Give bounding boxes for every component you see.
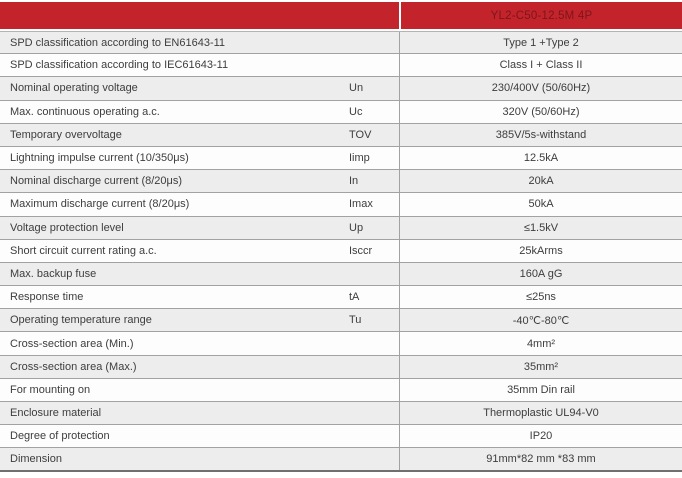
spec-value: ≤1.5kV	[399, 216, 682, 239]
spec-row: Max. continuous operating a.c. Uc 320V (…	[0, 100, 682, 124]
spec-symbol: In	[349, 175, 359, 188]
spec-row: Dimension 91mm*82 mm *83 mm	[0, 448, 682, 472]
spec-value: Class I + Class II	[399, 54, 682, 77]
spec-value: 230/400V (50/60Hz)	[399, 77, 682, 100]
spec-value: 160A gG	[399, 262, 682, 286]
spec-value: -40℃-80℃	[399, 309, 682, 332]
spec-symbol	[349, 379, 399, 401]
spec-label: Maximum discharge current (8/20μs)	[10, 198, 190, 211]
spec-value: 25kArms	[399, 239, 682, 262]
spec-row: Lightning impulse current (10/350μs) Iim…	[0, 146, 682, 171]
spec-symbol: Imax	[349, 198, 373, 211]
spec-symbol	[349, 356, 399, 378]
spec-row: Degree of protection IP20	[0, 425, 682, 449]
spec-label: SPD classification according to EN61643-…	[10, 36, 226, 49]
spec-label: Voltage protection level	[10, 221, 124, 234]
spec-label: Nominal operating voltage	[10, 82, 138, 95]
spec-label: Degree of protection	[10, 430, 110, 443]
spec-row: Enclosure material Thermoplastic UL94-V0	[0, 402, 682, 426]
spec-row: Nominal operating voltage Un 230/400V (5…	[0, 77, 682, 101]
spec-symbol: Up	[349, 221, 364, 234]
spec-symbol	[349, 402, 399, 424]
spec-row: Operating temperature range Tu -40℃-80℃	[0, 309, 682, 333]
spec-label: Cross-section area (Max.)	[10, 360, 137, 373]
spec-label: Cross-section area (Min.)	[10, 337, 134, 350]
product-model: YL2-C50-12.5M 4P	[399, 2, 682, 29]
spec-symbol: Tu	[349, 314, 362, 327]
spec-row: Maximum discharge current (8/20μs) Imax …	[0, 193, 682, 217]
spec-symbol: Iimp	[349, 152, 370, 165]
spec-row: Short circuit current rating a.c. Isccr …	[0, 239, 682, 263]
spec-symbol	[349, 54, 399, 76]
spec-symbol	[349, 448, 399, 469]
spec-symbol	[349, 32, 399, 53]
spec-value: 50kA	[399, 193, 682, 216]
spec-row: Nominal discharge current (8/20μs) In 20…	[0, 170, 682, 194]
spec-value: Type 1 +Type 2	[399, 32, 682, 54]
spec-value: Thermoplastic UL94-V0	[399, 402, 682, 425]
table-header-row: YL2-C50-12.5M 4P	[0, 2, 682, 29]
spec-label: Response time	[10, 291, 84, 304]
spec-symbol	[349, 263, 399, 285]
spec-value: 385V/5s-withstand	[399, 123, 682, 146]
spec-value: 20kA	[399, 170, 682, 193]
spec-label: Operating temperature range	[10, 314, 152, 327]
spec-row: Cross-section area (Max.) 35mm²	[0, 355, 682, 379]
spec-symbol: Un	[349, 82, 364, 95]
spec-symbol	[349, 425, 399, 447]
spec-row: SPD classification according to IEC61643…	[0, 54, 682, 78]
spec-table-body: SPD classification according to EN61643-…	[0, 31, 682, 472]
spec-label: Short circuit current rating a.c.	[10, 244, 157, 257]
spec-symbol: tA	[349, 291, 360, 304]
spec-label: Lightning impulse current (10/350μs)	[10, 152, 189, 165]
spec-row: SPD classification according to EN61643-…	[0, 31, 682, 55]
spec-value: 35mm Din rail	[399, 378, 682, 401]
spec-label: Max. continuous operating a.c.	[10, 105, 160, 118]
spec-label: Dimension	[10, 452, 62, 465]
spec-label: Temporary overvoltage	[10, 128, 122, 141]
spec-row: For mounting on 35mm Din rail	[0, 378, 682, 402]
spec-row: Cross-section area (Min.) 4mm²	[0, 332, 682, 356]
spec-symbol	[349, 332, 399, 354]
spec-value: 35mm²	[399, 355, 682, 378]
spec-value: IP20	[399, 425, 682, 448]
spec-row: Response time tA ≤25ns	[0, 286, 682, 310]
spec-label: For mounting on	[10, 383, 91, 396]
spec-symbol: TOV	[349, 128, 372, 141]
spec-value: ≤25ns	[399, 286, 682, 309]
spec-row: Max. backup fuse 160A gG	[0, 262, 682, 287]
spec-value: 12.5kA	[399, 146, 682, 170]
spec-value: 320V (50/60Hz)	[399, 100, 682, 123]
spec-symbol: Uc	[349, 105, 363, 118]
spec-row: Temporary overvoltage TOV 385V/5s-withst…	[0, 123, 682, 147]
spec-label: SPD classification according to IEC61643…	[10, 59, 229, 72]
spec-label: Enclosure material	[10, 407, 102, 420]
spec-value: 91mm*82 mm *83 mm	[399, 448, 682, 470]
spec-label: Nominal discharge current (8/20μs)	[10, 175, 183, 188]
spec-symbol: Isccr	[349, 244, 373, 257]
header-empty-cell	[0, 2, 399, 29]
spec-label: Max. backup fuse	[10, 267, 97, 280]
spec-row: Voltage protection level Up ≤1.5kV	[0, 216, 682, 240]
spec-value: 4mm²	[399, 332, 682, 355]
